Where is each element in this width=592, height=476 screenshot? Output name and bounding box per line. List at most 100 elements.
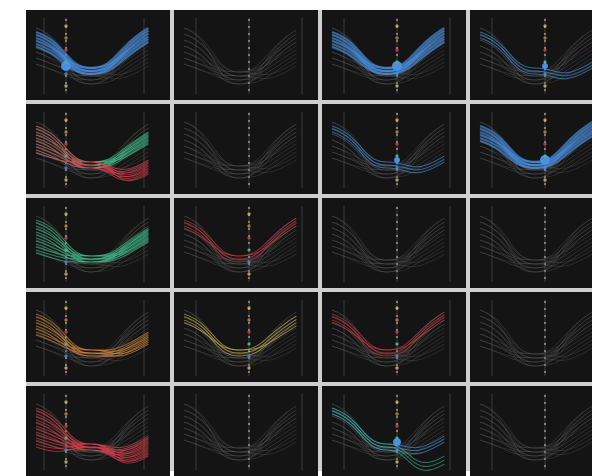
axis-tick-dot [395, 182, 399, 186]
axis-tick-dot [395, 394, 399, 398]
axis-tick-dot [543, 422, 547, 426]
category-dot [64, 224, 68, 228]
axis-tick-dot [247, 450, 251, 454]
axis-tick-dot [247, 394, 251, 398]
neutral-line [331, 241, 445, 269]
axis-tick-dot [543, 321, 547, 325]
axis-tick-dot [395, 88, 399, 92]
neutral-line [479, 321, 592, 361]
panel-r1-c3 [322, 10, 466, 100]
parallel-coordinates-plot [35, 300, 149, 376]
highlight-line [331, 35, 445, 70]
neutral-line [479, 221, 592, 265]
panel-r3-c4 [470, 198, 592, 288]
axis-tick-dot [247, 25, 251, 29]
axis-tick-dot [543, 175, 547, 179]
axis-tick-dot [543, 335, 547, 339]
neutral-line [331, 123, 445, 175]
neutral-line [479, 53, 592, 81]
neutral-line [331, 229, 445, 265]
category-dot [395, 118, 399, 122]
neutral-line [479, 225, 592, 261]
neutral-line [183, 413, 297, 449]
axis-tick-dot [395, 133, 399, 137]
neutral-line [183, 227, 297, 267]
neutral-line [479, 41, 592, 85]
neutral-line [183, 403, 297, 461]
category-dot [247, 306, 251, 310]
neutral-line [35, 53, 149, 81]
neutral-line [35, 413, 149, 457]
axis-tick-dot [395, 255, 399, 259]
highlight-line [183, 222, 297, 263]
neutral-line [479, 409, 592, 451]
axis-tick-dot [247, 46, 251, 50]
axis-tick-dot [395, 112, 399, 116]
highlight-line [331, 41, 445, 76]
axis-tick-dot [395, 300, 399, 304]
highlight-line [479, 135, 592, 170]
axis-tick-dot [247, 220, 251, 224]
axis-tick-dot [543, 276, 547, 280]
neutral-line [183, 417, 297, 453]
neutral-line [183, 319, 297, 355]
axis-tick-dot [543, 328, 547, 332]
axis-tick-dot [64, 227, 68, 231]
category-dot [247, 260, 251, 264]
axis-tick-dot [247, 32, 251, 36]
highlight-line [35, 35, 149, 70]
axis-tick-dot [64, 220, 68, 224]
neutral-line [479, 409, 592, 461]
highlight-marker [393, 438, 401, 446]
axis-tick-dot [64, 321, 68, 325]
highlight-line [331, 131, 445, 174]
category-dot [64, 460, 68, 464]
highlight-line [35, 146, 149, 179]
neutral-line [331, 309, 445, 355]
neutral-line [35, 227, 149, 267]
category-dot [64, 178, 68, 182]
neutral-line [331, 323, 445, 359]
axis-tick-dot [64, 206, 68, 210]
neutral-line [183, 37, 297, 73]
axis-tick-dot [395, 53, 399, 57]
category-dot [64, 36, 68, 40]
neutral-line [331, 417, 445, 461]
highlight-line [479, 34, 592, 77]
neutral-line [479, 49, 592, 77]
neutral-line [183, 33, 297, 77]
neutral-line [331, 135, 445, 171]
category-dot [247, 248, 251, 252]
neutral-line [479, 33, 592, 85]
category-dot [543, 142, 547, 146]
neutral-line [35, 409, 149, 461]
neutral-line [35, 215, 149, 261]
panel-r2-c1 [26, 104, 170, 194]
neutral-line [479, 323, 592, 359]
category-dot [64, 248, 68, 252]
neutral-line [183, 27, 297, 85]
axis-tick-dot [247, 443, 251, 447]
axis-tick-dot [543, 342, 547, 346]
axis-tick-dot [543, 356, 547, 360]
axis-tick-dot [543, 255, 547, 259]
highlight-line [331, 316, 445, 357]
axis-tick-dot [543, 88, 547, 92]
neutral-line [331, 321, 445, 361]
neutral-line [331, 121, 445, 179]
neutral-line [35, 421, 149, 449]
neutral-line [331, 233, 445, 261]
panel-r5-c3 [322, 386, 466, 476]
highlight-line [479, 132, 592, 167]
neutral-line [479, 241, 592, 269]
category-dot [247, 236, 251, 240]
category-dot [247, 318, 251, 322]
neutral-line [35, 221, 149, 273]
axis-tick-dot [247, 161, 251, 165]
highlight-line [331, 407, 445, 463]
axis-tick-dot [247, 140, 251, 144]
neutral-line [35, 327, 149, 355]
neutral-line [183, 37, 297, 81]
category-dot [64, 166, 68, 170]
category-dot [247, 224, 251, 228]
